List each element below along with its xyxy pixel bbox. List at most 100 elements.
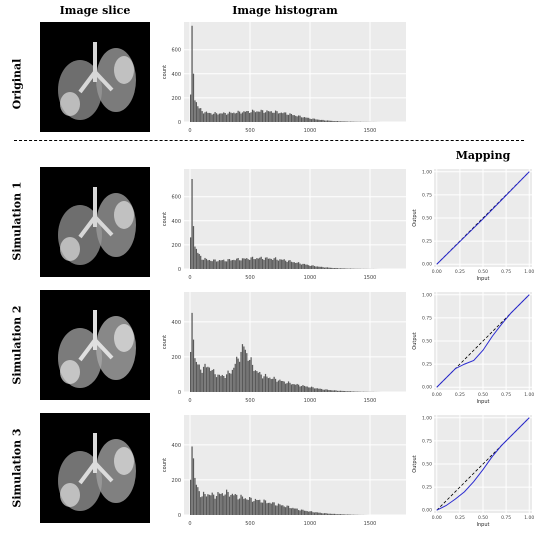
histogram-bar [264, 112, 267, 122]
histogram-bar [257, 111, 259, 122]
histogram-bar [319, 388, 321, 392]
histogram-bar [262, 502, 264, 515]
y-tick-label: 0.25 [422, 362, 432, 368]
histogram-bar [300, 264, 303, 269]
histogram-bar [221, 260, 223, 269]
histogram-bar [251, 364, 254, 392]
histogram-bar [240, 260, 242, 269]
histogram-bar [260, 256, 262, 269]
histogram-bar [306, 511, 308, 515]
histogram-bar [329, 267, 331, 269]
x-axis-label: Input [477, 399, 490, 405]
histogram-bar [208, 112, 210, 122]
x-tick-label: 1500 [364, 398, 377, 404]
histogram-bar [228, 496, 231, 515]
histogram-bar [210, 260, 212, 269]
histogram-bar [303, 263, 305, 269]
histogram-bar [217, 261, 219, 269]
histogram-bar [204, 363, 206, 392]
histogram-bar [207, 112, 209, 122]
histogram-bar [286, 262, 288, 269]
image-slice-original [40, 22, 150, 132]
histogram-bar [345, 121, 347, 122]
histogram-bar [308, 117, 310, 122]
y-tick-label: 0.00 [422, 508, 432, 514]
histogram-bar [270, 111, 272, 122]
histogram-bar [335, 121, 337, 122]
x-tick-label: 0.00 [432, 515, 442, 521]
y-tick-label: 400 [171, 320, 181, 326]
histogram-bar [269, 502, 271, 515]
x-tick-label: 500 [245, 521, 255, 527]
histogram-bar [204, 257, 206, 269]
histogram-bar [277, 503, 280, 515]
histogram-bar [262, 378, 264, 392]
histogram-bar [247, 110, 249, 122]
histogram-bar [254, 498, 257, 515]
histogram-bar [218, 374, 221, 392]
histogram-bar [280, 505, 282, 515]
histogram-bar [328, 513, 330, 515]
histogram-bar [302, 117, 304, 122]
histogram-bar [224, 494, 226, 515]
histogram-bar [230, 260, 232, 269]
y-tick-label: 200 [171, 96, 181, 102]
histogram-bar [260, 502, 262, 515]
histogram-bar [293, 384, 295, 392]
histogram-bar [251, 256, 254, 269]
histogram-bar [237, 258, 239, 269]
histogram-bar [227, 113, 229, 122]
y-tick-label: 0 [178, 513, 181, 519]
histogram-bar [244, 498, 246, 515]
histogram-bar [309, 511, 311, 515]
histogram-bar [270, 379, 272, 392]
histogram-bar [326, 267, 329, 269]
histogram-bar [272, 502, 274, 515]
histogram-bar [287, 381, 290, 392]
histogram-bar [226, 489, 228, 515]
histogram-bar [198, 491, 200, 515]
histogram-bar [215, 261, 218, 269]
histogram-bar [277, 380, 280, 392]
mapping-plot-simulation-3: 0.00 0.25 0.50 0.75 1.00 0.00 0.25 0.50 0.75 1.00… [412, 415, 534, 528]
panel-background [184, 169, 406, 269]
histogram-bar [243, 346, 245, 392]
histogram-bar [329, 120, 331, 122]
x-tick-label: 500 [245, 398, 255, 404]
histogram-bar [194, 246, 196, 269]
y-tick-label: 0.25 [422, 485, 432, 491]
histogram-bar [289, 113, 291, 122]
histogram-bar [224, 112, 226, 122]
histogram-bar [321, 266, 323, 269]
histogram-bar [315, 119, 317, 122]
histogram-bar [339, 121, 341, 122]
histogram-bar [195, 361, 197, 392]
histogram-bar [215, 113, 218, 122]
histogram-bar [236, 494, 238, 515]
histogram-bar [318, 388, 320, 392]
histogram-bar [308, 387, 310, 392]
x-tick-label: 0.00 [432, 392, 442, 398]
histogram-bar [305, 386, 307, 392]
x-tick-label: 1000 [304, 128, 317, 134]
histogram-bar [191, 178, 193, 269]
histogram-bar [332, 390, 334, 392]
x-tick-label: 0.25 [455, 392, 465, 398]
mapping-plot-simulation-2: 0.00 0.25 0.50 0.75 1.00 0.00 0.25 0.50 0.75 1.00… [412, 292, 534, 405]
histogram-bar [194, 100, 196, 122]
histogram-bar [226, 261, 228, 269]
histogram-bar [208, 259, 210, 269]
x-tick-label: 1500 [364, 275, 377, 281]
histogram-bar [319, 266, 321, 269]
y-tick-label: 1.00 [422, 169, 432, 175]
histogram-bar [308, 511, 310, 515]
y-axis-label: Output [412, 209, 418, 226]
histogram-bar [247, 499, 249, 515]
histogram-bar [338, 268, 340, 269]
histogram-bar [322, 267, 324, 269]
histogram-bar [238, 361, 241, 392]
histogram-bar [339, 514, 341, 515]
histogram-bar [325, 513, 327, 515]
histogram-bar [205, 258, 208, 269]
histogram-bar [204, 112, 206, 122]
